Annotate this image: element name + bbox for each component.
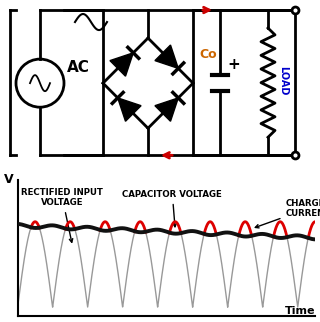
Text: CAPACITOR VOLTAGE: CAPACITOR VOLTAGE xyxy=(123,190,222,227)
Polygon shape xyxy=(118,98,141,121)
Text: CHARGE
CURRENT: CHARGE CURRENT xyxy=(255,199,320,228)
Text: V: V xyxy=(4,173,13,186)
Text: RECTIFIED INPUT
VOLTAGE: RECTIFIED INPUT VOLTAGE xyxy=(21,188,103,242)
Polygon shape xyxy=(155,98,178,121)
Text: +: + xyxy=(228,57,240,72)
Text: Co: Co xyxy=(199,48,217,61)
Text: AC: AC xyxy=(67,60,90,75)
Polygon shape xyxy=(155,45,178,68)
Polygon shape xyxy=(110,53,133,76)
Text: Time: Time xyxy=(285,306,315,316)
Text: LOAD: LOAD xyxy=(278,66,288,95)
